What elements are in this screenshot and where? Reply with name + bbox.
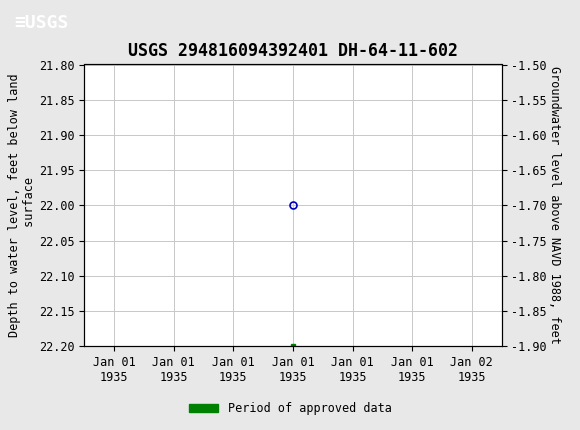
Legend: Period of approved data: Period of approved data [184, 397, 396, 420]
Y-axis label: Groundwater level above NAVD 1988, feet: Groundwater level above NAVD 1988, feet [548, 66, 561, 344]
Title: USGS 294816094392401 DH-64-11-602: USGS 294816094392401 DH-64-11-602 [128, 42, 458, 60]
Text: ≡USGS: ≡USGS [14, 14, 69, 31]
Y-axis label: Depth to water level, feet below land
 surface: Depth to water level, feet below land su… [8, 74, 36, 337]
